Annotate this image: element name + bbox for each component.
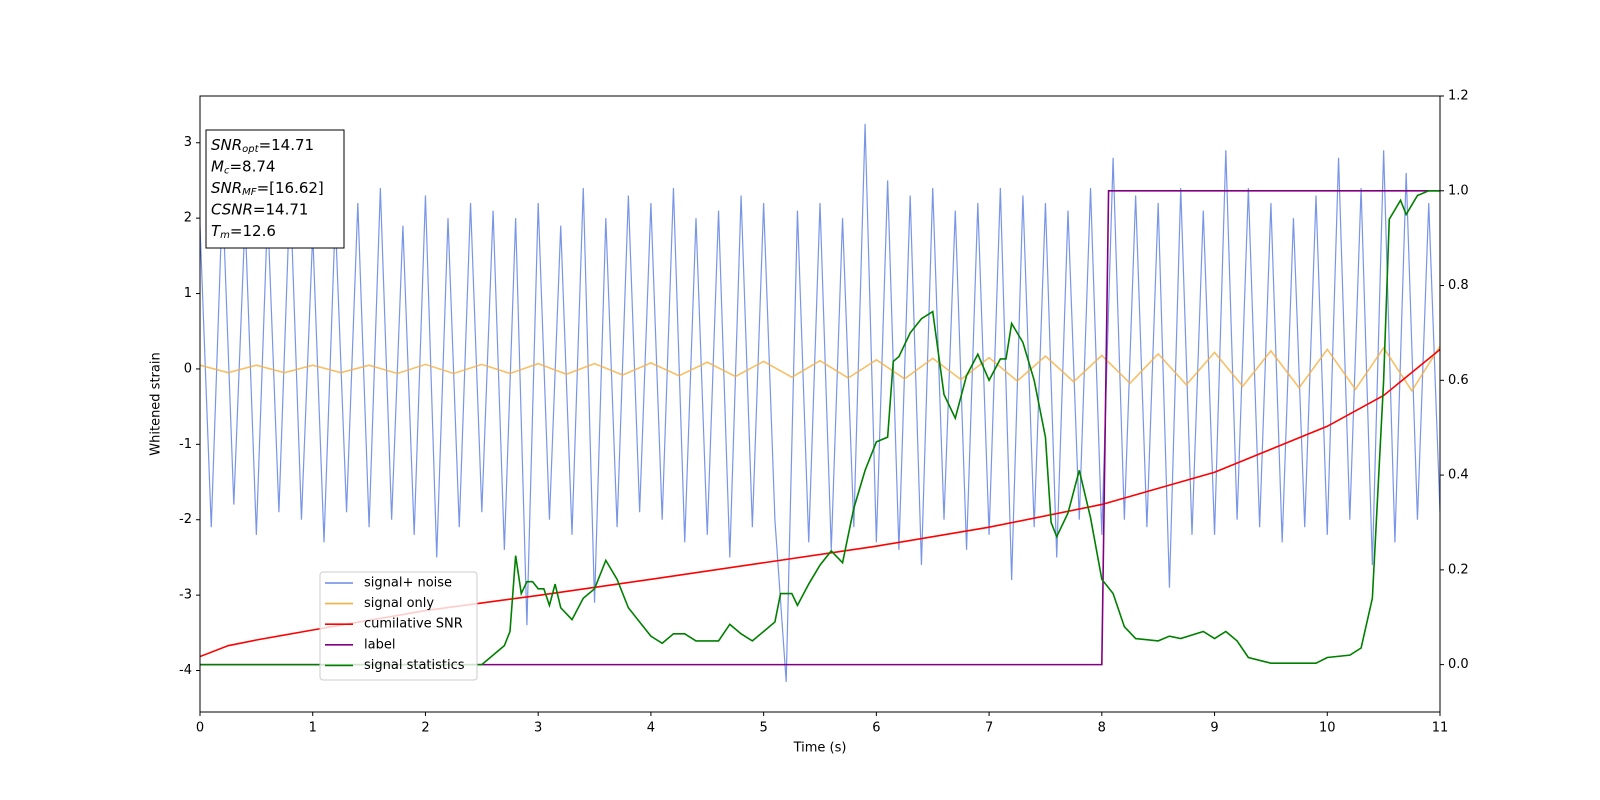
y2-tick-label: 1.0: [1448, 183, 1469, 198]
x-tick-label: 6: [872, 721, 880, 736]
annotation-line: CSNR=14.71: [211, 200, 308, 218]
annotation-main: SNR: [211, 136, 242, 154]
annotation-main: CSNR: [211, 200, 253, 218]
x-tick-label: 7: [985, 721, 993, 736]
x-tick-label: 2: [421, 721, 429, 736]
legend-label: signal only: [364, 596, 434, 611]
y-tick-label: 3: [184, 135, 192, 150]
legend: signal+ noise signal only cumilative SNR la…: [319, 571, 478, 681]
y2-tick-label: 0.8: [1448, 278, 1469, 293]
y-tick-label: -4: [179, 663, 192, 678]
annotation-sub: c: [224, 166, 230, 177]
y-axis-label: Whitened strain: [149, 352, 164, 455]
y2-tick-label: 0.4: [1448, 468, 1469, 483]
series-line: [200, 189, 1440, 666]
x-tick-label: 9: [1210, 721, 1218, 736]
y2-tick-label: 1.2: [1448, 89, 1469, 104]
annotation-sub: opt: [242, 144, 259, 155]
annotation-line: Tm=12.6: [211, 222, 276, 242]
annotation-rest: =[16.62]: [257, 179, 324, 197]
annotation-rest: =14.71: [259, 136, 315, 154]
y-tick-label: -1: [179, 437, 192, 452]
x-tick-label: 11: [1432, 721, 1449, 736]
y-tick-label: -2: [179, 512, 192, 527]
annotation-main: T: [211, 222, 222, 240]
series-line: [200, 189, 1440, 666]
axes-frame: [199, 95, 1441, 713]
series-line: [200, 345, 1440, 393]
series-line: [200, 348, 1440, 658]
annotation-line: SNRMF=[16.62]: [211, 179, 324, 199]
x-tick-label: 1: [309, 721, 317, 736]
x-tick-label: 0: [196, 721, 204, 736]
annotation-sub: m: [220, 230, 230, 241]
annotation-main: SNR: [211, 179, 242, 197]
annotation-line: SNRopt=14.71: [211, 136, 314, 156]
x-tick-label: 5: [759, 721, 767, 736]
y2-tick-label: 0.6: [1448, 373, 1469, 388]
y-tick-label: 0: [184, 361, 192, 376]
annotation-line: Mc=8.74: [211, 157, 275, 177]
annotation-rest: =8.74: [229, 157, 275, 175]
x-tick-label: 3: [534, 721, 542, 736]
annotation-sub: MF: [242, 187, 257, 198]
y-tick-label: -3: [179, 588, 192, 603]
legend-label: signal+ noise: [364, 576, 452, 591]
series-line: [200, 123, 1440, 682]
annotation: SNRopt=14.71Mc=8.74SNRMF=[16.62]CSNR=14.…: [205, 129, 345, 249]
x-axis-label: Time (s): [793, 741, 847, 756]
x-tick-label: 4: [647, 721, 655, 736]
y-tick-label: 2: [184, 211, 192, 226]
y2-tick-label: 0.0: [1448, 657, 1469, 672]
annotation-main: M: [211, 157, 224, 175]
y-tick-label: 1: [184, 286, 192, 301]
legend-box: [319, 571, 478, 681]
annotation-box: [205, 129, 345, 249]
x-tick-label: 10: [1319, 721, 1336, 736]
annotation-rest: =14.71: [253, 200, 309, 218]
y2-tick-label: 0.2: [1448, 562, 1469, 577]
plot-area: [200, 123, 1440, 682]
legend-label: label: [364, 637, 395, 652]
annotation-rest: =12.6: [230, 222, 276, 240]
legend-label: cumilative SNR: [364, 617, 463, 632]
x-tick-label: 8: [1098, 721, 1106, 736]
legend-label: signal statistics: [364, 658, 465, 673]
